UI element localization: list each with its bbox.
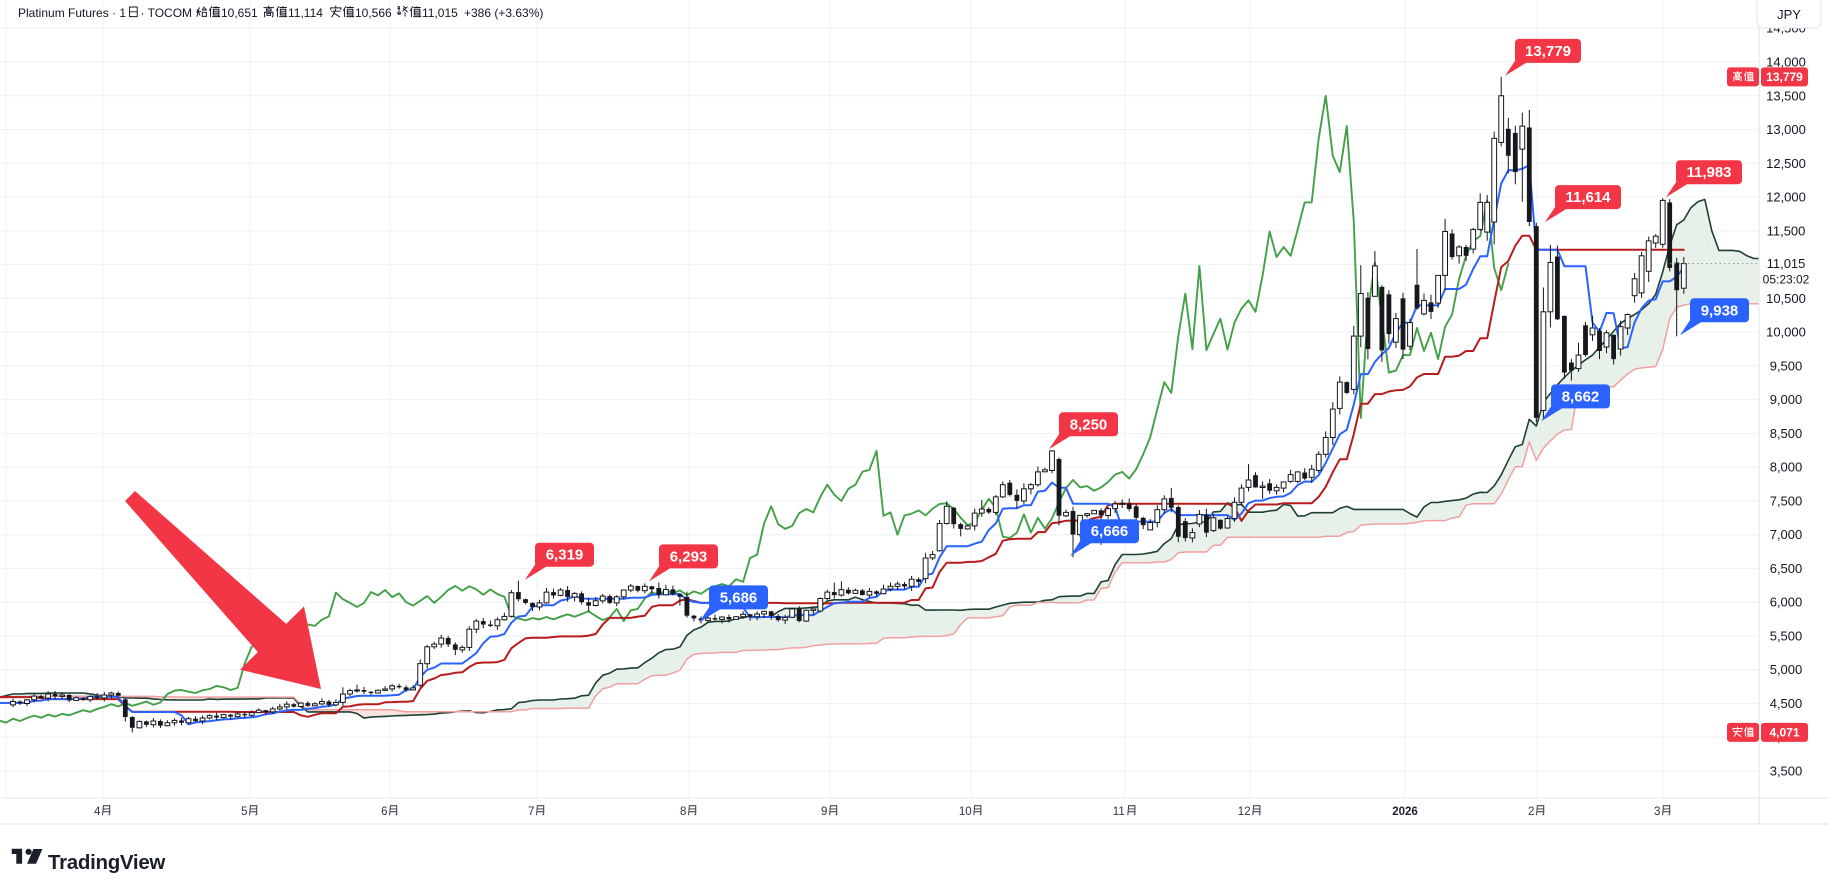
svg-text:13,500: 13,500 <box>1766 88 1806 103</box>
svg-text:13,779: 13,779 <box>1525 43 1571 60</box>
svg-text:13,000: 13,000 <box>1766 122 1806 137</box>
svg-text:5: 5 <box>241 806 247 818</box>
svg-text:10,651: 10,651 <box>221 6 258 20</box>
svg-text:4,500: 4,500 <box>1770 696 1803 711</box>
svg-text:14,000: 14,000 <box>1766 55 1806 70</box>
svg-text:· TOCOM: · TOCOM <box>141 6 193 20</box>
svg-text:10,566: 10,566 <box>355 6 392 20</box>
svg-text:8,000: 8,000 <box>1770 460 1803 475</box>
svg-text:Platinum Futures · 1: Platinum Futures · 1 <box>18 6 126 20</box>
svg-text:JPY: JPY <box>1777 7 1801 22</box>
svg-text:9: 9 <box>821 806 827 818</box>
svg-text:12: 12 <box>1238 806 1251 818</box>
svg-text:12,500: 12,500 <box>1766 156 1806 171</box>
svg-text:3,500: 3,500 <box>1770 764 1803 779</box>
svg-text:8,250: 8,250 <box>1070 416 1108 433</box>
svg-text:8: 8 <box>680 806 686 818</box>
svg-text:9,500: 9,500 <box>1770 358 1803 373</box>
svg-text:11,614: 11,614 <box>1565 189 1611 206</box>
svg-text:TradingView: TradingView <box>48 851 165 874</box>
svg-text:11,114: 11,114 <box>288 6 323 20</box>
svg-text:11,015: 11,015 <box>1767 256 1806 271</box>
svg-text:4,071: 4,071 <box>1769 725 1799 739</box>
svg-text:8,500: 8,500 <box>1770 426 1803 441</box>
svg-text:10: 10 <box>959 806 972 818</box>
svg-text:7: 7 <box>528 806 534 818</box>
svg-text:4: 4 <box>94 806 101 818</box>
svg-text:11,500: 11,500 <box>1767 223 1806 238</box>
svg-text:10,500: 10,500 <box>1766 291 1806 306</box>
svg-text:12,000: 12,000 <box>1766 190 1806 205</box>
svg-text:6: 6 <box>381 806 387 818</box>
svg-text:2: 2 <box>1528 806 1534 818</box>
svg-text:11: 11 <box>1113 806 1125 818</box>
svg-text:7,500: 7,500 <box>1770 493 1803 508</box>
svg-text:8,662: 8,662 <box>1562 388 1600 405</box>
svg-text:7,000: 7,000 <box>1770 527 1803 542</box>
svg-text:+386 (+3.63%): +386 (+3.63%) <box>464 6 543 20</box>
svg-text:11,015: 11,015 <box>422 6 458 20</box>
svg-text:9,000: 9,000 <box>1770 392 1803 407</box>
svg-text:6,666: 6,666 <box>1091 523 1129 540</box>
svg-text:5,500: 5,500 <box>1770 629 1803 644</box>
svg-text:6,293: 6,293 <box>670 548 708 565</box>
svg-text:5,000: 5,000 <box>1770 662 1803 677</box>
svg-text:3: 3 <box>1654 806 1660 818</box>
svg-text:13,779: 13,779 <box>1766 70 1803 84</box>
svg-text:5,686: 5,686 <box>720 589 758 606</box>
svg-text:6,000: 6,000 <box>1770 595 1803 610</box>
svg-text:6,319: 6,319 <box>546 547 584 564</box>
svg-text:6,500: 6,500 <box>1770 561 1803 576</box>
svg-text:10,000: 10,000 <box>1766 325 1806 340</box>
svg-text:05:23:02: 05:23:02 <box>1763 273 1810 287</box>
svg-text:2026: 2026 <box>1392 806 1418 818</box>
svg-text:9,938: 9,938 <box>1701 302 1739 319</box>
svg-text:11,983: 11,983 <box>1686 164 1731 181</box>
